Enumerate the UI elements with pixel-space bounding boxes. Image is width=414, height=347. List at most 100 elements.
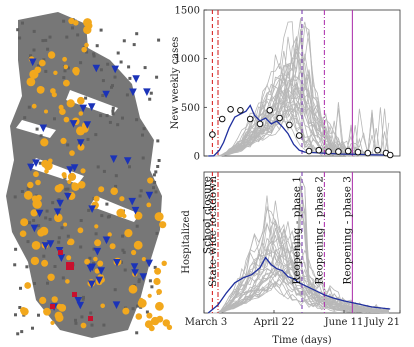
map-orange-circle [156,315,164,323]
map-cell [95,44,99,48]
map-cell [111,84,114,88]
map-cell [157,159,161,162]
map-cell [142,127,146,131]
map-orange-circle [159,221,167,229]
observed-point [305,147,313,155]
observed-point [266,107,274,114]
map-orange-circle [54,213,63,223]
map-blue-triangle [35,209,44,218]
map-cell [123,268,127,272]
map-orange-circle [124,229,133,238]
map-orange-circle [48,158,53,164]
map-blue-triangle [32,159,40,167]
map-orange-circle [119,196,125,202]
observed-point [386,151,394,159]
map-red-square [58,250,63,255]
map-cell [32,218,36,222]
map-cell [110,85,113,89]
map-blue-triangle [139,273,148,281]
map-cell [154,190,158,194]
map-blue-triangle [143,88,151,96]
map-orange-circle [109,243,116,250]
map-cell [16,332,20,336]
map-blue-triangle [102,90,110,99]
map-cell [14,313,17,317]
map-blue-triangle [131,269,139,277]
map-blue-triangle [128,197,136,206]
map-cell [137,280,141,284]
x-tick-label: April 22 [253,317,295,328]
map-orange-circle [43,161,53,171]
observed-point [209,131,216,138]
map-cell [106,62,110,66]
bottom-ensemble-line [208,177,389,314]
map-orange-circle [50,320,55,325]
map-blue-triangle [130,263,139,271]
map-cell [39,134,43,138]
map-cell [105,202,109,206]
map-orange-circle [26,77,36,87]
map-blue-triangle [70,164,79,172]
map-orange-circle [153,277,161,286]
map-cell [33,282,36,285]
map-blue-triangle [97,267,105,275]
map-orange-circle [62,56,67,62]
observed-point [335,148,342,155]
map-cell [131,307,135,311]
map-orange-circle [19,230,27,237]
map-cell [79,61,83,65]
map-cell [149,91,153,95]
map-blue-triangle [69,120,78,128]
map-cell [152,173,156,177]
map-cell [141,133,144,137]
map-orange-circle [31,103,37,109]
map-orange-circle [78,111,84,116]
map-orange-circle [162,319,170,327]
map-cell [45,209,49,213]
observed-point [315,146,323,154]
map-cell [79,245,83,249]
map-orange-circle [93,256,98,262]
map-cell [48,35,52,39]
map-orange-circle [30,209,38,217]
map-orange-circle [77,143,85,151]
map-cell [94,232,98,236]
map-gap [90,196,140,222]
map-cell [20,330,24,334]
map-cell [23,116,27,120]
map-orange-circle [94,268,100,274]
map-orange-circle [73,70,80,76]
map-orange-circle [71,182,78,189]
map-cell [138,194,142,198]
map-orange-circle [27,181,34,189]
map-cell [155,75,159,79]
map-cell [135,331,139,335]
map-blue-triangle [56,199,64,208]
map-orange-circle [63,79,70,87]
map-orange-circle [69,150,75,156]
map-cell [53,265,57,268]
map-cell [82,295,85,299]
map-cell [26,187,30,191]
map-cell [116,123,120,127]
map-blue-triangle [113,259,121,267]
map-orange-circle [77,96,85,105]
map-orange-circle [147,293,152,298]
map-orange-circle [100,303,105,309]
map-blue-triangle [132,75,140,83]
map-cell [100,214,104,218]
observed-point [246,115,254,123]
map-cell [87,208,91,212]
observed-point [364,149,372,157]
map-cell [127,65,131,69]
y-tick-label: 500 [181,103,200,114]
map-orange-circle [107,232,112,237]
map-orange-circle [76,126,85,136]
bottom-ensemble-line [208,195,389,314]
observed-point [295,132,303,139]
map-orange-circle [147,177,154,184]
map-cell [42,58,46,62]
map-cell [148,279,152,283]
y-tick-label: 1000 [175,54,200,65]
map-cell [150,285,154,289]
